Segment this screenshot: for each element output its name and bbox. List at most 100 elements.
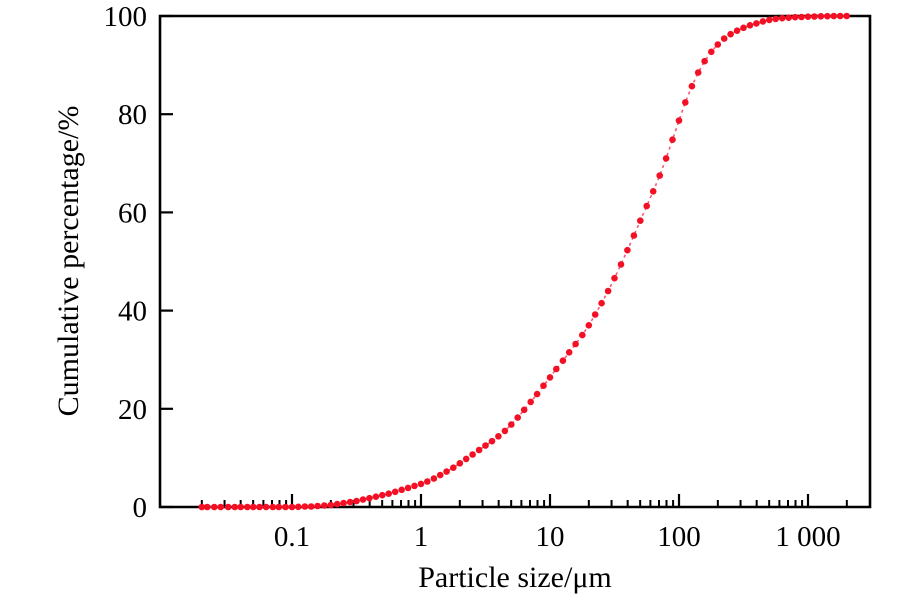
data-point-marker — [482, 442, 489, 449]
data-point-marker — [269, 503, 277, 511]
data-point-marker — [772, 15, 779, 23]
data-point-marker — [753, 20, 760, 27]
data-point-marker — [533, 390, 541, 398]
data-point-marker — [766, 16, 773, 24]
data-point-marker — [682, 99, 689, 106]
data-point-marker — [778, 14, 786, 22]
data-point-marker — [701, 57, 708, 65]
data-point-marker — [637, 217, 644, 224]
data-point-marker — [791, 13, 799, 21]
data-point-marker — [624, 246, 631, 254]
data-point-marker — [450, 464, 457, 472]
data-point-marker — [314, 502, 321, 510]
data-point-marker — [565, 349, 573, 356]
data-point-marker — [346, 498, 354, 506]
data-point-marker — [295, 503, 302, 511]
y-axis-title: Cumulative percentage/% — [52, 105, 85, 417]
data-point-marker — [456, 460, 464, 467]
x-tick-label: 100 — [657, 521, 701, 553]
data-point-marker — [244, 503, 251, 511]
data-point-marker — [353, 497, 360, 505]
data-point-marker — [203, 503, 211, 511]
data-point-marker — [559, 357, 567, 365]
data-point-marker — [321, 502, 328, 509]
x-tick-label: 0.1 — [274, 521, 310, 553]
data-point-marker — [824, 12, 831, 20]
data-point-marker — [224, 503, 232, 511]
data-point-marker — [211, 503, 218, 511]
data-point-marker — [443, 468, 450, 475]
data-point-marker — [411, 482, 418, 490]
data-point-marker — [488, 437, 496, 445]
x-axis-title: Particle size/μm — [418, 561, 612, 594]
data-point-marker — [798, 13, 805, 21]
data-point-marker — [508, 421, 515, 428]
data-point-marker — [733, 27, 741, 34]
data-point-marker — [604, 287, 612, 295]
plot-border — [158, 14, 872, 509]
cumulative-curve-line — [201, 15, 847, 508]
data-point-marker — [282, 503, 289, 511]
data-point-marker — [694, 69, 702, 76]
data-point-marker — [469, 451, 476, 458]
data-point-marker — [430, 475, 438, 482]
data-point-marker — [579, 331, 586, 339]
data-point-marker — [288, 503, 296, 511]
data-point-marker — [307, 503, 315, 510]
data-point-marker — [804, 13, 812, 20]
x-tick-label: 10 — [536, 521, 565, 553]
data-point-marker — [217, 503, 224, 511]
data-point-marker — [198, 503, 206, 511]
data-point-marker — [836, 12, 844, 20]
y-tick-label: 100 — [104, 1, 148, 33]
data-point-marker — [785, 14, 792, 21]
data-point-marker — [727, 30, 734, 38]
data-point-marker — [746, 22, 754, 29]
data-point-marker — [675, 117, 683, 124]
y-tick-label: 20 — [118, 394, 147, 426]
data-point-marker — [817, 12, 825, 20]
data-point-marker — [501, 427, 509, 435]
data-point-marker — [391, 488, 399, 496]
data-point-marker — [643, 202, 650, 210]
data-point-marker — [553, 365, 560, 373]
data-point-marker — [462, 455, 470, 463]
data-point-marker — [708, 48, 715, 56]
data-point-marker — [714, 41, 722, 48]
data-point-marker — [527, 398, 534, 406]
data-point-marker — [333, 500, 341, 508]
data-point-marker — [372, 493, 380, 501]
data-point-marker — [237, 503, 244, 511]
data-point-marker — [662, 155, 670, 162]
data-point-marker — [811, 13, 818, 20]
y-tick-label: 80 — [118, 99, 147, 131]
data-point-marker — [540, 382, 547, 390]
data-point-marker — [720, 35, 728, 42]
data-point-marker — [830, 12, 838, 20]
data-point-marker — [495, 433, 502, 440]
data-point-marker — [630, 232, 638, 239]
data-point-marker — [475, 446, 483, 454]
data-point-marker — [598, 299, 605, 307]
data-point-marker — [366, 494, 373, 502]
data-point-marker — [611, 274, 618, 282]
data-point-marker — [359, 496, 367, 503]
data-point-marker — [656, 172, 663, 179]
data-point-marker — [546, 374, 554, 381]
data-point-marker — [327, 501, 335, 509]
data-point-marker — [572, 340, 579, 348]
data-point-marker — [843, 12, 850, 20]
data-point-marker — [649, 188, 657, 195]
data-point-marker — [585, 322, 593, 329]
data-point-marker — [436, 471, 444, 479]
y-tick-label: 0 — [133, 492, 148, 524]
data-point-marker — [231, 503, 239, 511]
y-tick-label: 60 — [118, 197, 147, 229]
data-point-marker — [740, 24, 747, 32]
data-point-marker — [759, 18, 767, 25]
data-point-marker — [591, 311, 599, 318]
x-tick-label: 1 000 — [775, 521, 840, 553]
data-point-marker — [688, 82, 696, 90]
